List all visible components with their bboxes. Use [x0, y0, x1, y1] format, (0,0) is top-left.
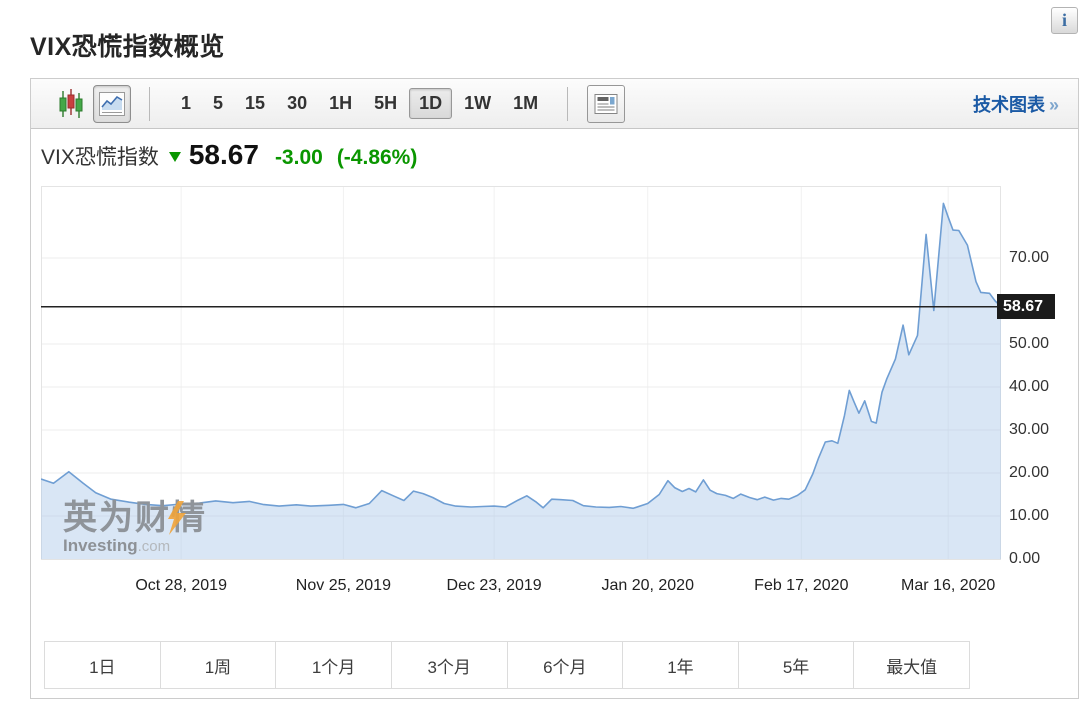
- last-price: 58.67: [188, 139, 259, 170]
- info-button[interactable]: i: [1051, 7, 1078, 34]
- y-axis-label: 50.00: [1009, 335, 1050, 352]
- technical-chart-link[interactable]: 技术图表»: [973, 91, 1059, 117]
- y-axis-label: 10.00: [1009, 507, 1050, 524]
- chevron-right-icon: »: [1048, 94, 1059, 115]
- y-axis-label: 70.00: [1009, 249, 1050, 266]
- x-axis-label: Mar 16, 2020: [901, 577, 996, 594]
- period-button-8[interactable]: 最大值: [886, 657, 938, 677]
- y-axis-label: 0.00: [1009, 550, 1041, 567]
- interval-group: 1 5 15 30 1H 5H 1D 1W 1M: [170, 88, 549, 119]
- y-axis-label: 30.00: [1009, 421, 1050, 438]
- x-axis-label: Oct 28, 2019: [135, 577, 227, 594]
- y-axis-label: 40.00: [1009, 378, 1050, 395]
- period-button-1[interactable]: 1日: [45, 642, 161, 688]
- x-axis-label: Nov 25, 2019: [295, 577, 391, 594]
- period-button-4[interactable]: 3个月: [392, 642, 508, 688]
- technical-chart-label: 技术图表: [972, 94, 1045, 115]
- quote-header: VIX恐慌指数 58.67 -3.00 (-4.86%): [41, 139, 417, 171]
- x-axis-label: Jan 20, 2020: [601, 577, 694, 594]
- price-change-percent: (-4.86%): [336, 146, 418, 169]
- interval-1w[interactable]: 1W: [464, 93, 492, 113]
- period-button-2[interactable]: 1周: [161, 642, 277, 688]
- info-icon: i: [1061, 10, 1067, 30]
- y-axis-label: 20.00: [1009, 464, 1050, 481]
- price-chart[interactable]: [41, 186, 1001, 561]
- candlestick-icon: [59, 88, 83, 118]
- interval-5[interactable]: 5: [213, 93, 224, 113]
- interval-30[interactable]: 30: [287, 93, 308, 113]
- period-button-6[interactable]: 1年: [623, 642, 739, 688]
- candlestick-chart-button[interactable]: [58, 88, 84, 119]
- line-chart-button[interactable]: [93, 84, 131, 123]
- x-axis-label: Dec 23, 2019: [446, 577, 542, 594]
- interval-1m[interactable]: 1M: [513, 93, 539, 113]
- interval-1d[interactable]: 1D: [409, 88, 453, 119]
- news-view-button[interactable]: [587, 84, 626, 123]
- interval-1h[interactable]: 1H: [329, 93, 353, 113]
- news-icon: [594, 93, 618, 114]
- instrument-name: VIX恐慌指数: [41, 146, 159, 169]
- price-change: -3.00: [274, 146, 323, 169]
- page-title: VIX恐慌指数概览: [30, 32, 225, 61]
- period-button-7[interactable]: 5年: [739, 642, 855, 688]
- period-button-3[interactable]: 1个月: [276, 642, 392, 688]
- arrow-down-icon: [168, 152, 181, 162]
- period-button-5[interactable]: 6个月: [508, 642, 624, 688]
- interval-15[interactable]: 15: [245, 93, 266, 113]
- line-chart-icon: [99, 91, 125, 116]
- last-price-tag: 58.67: [997, 294, 1055, 320]
- chart-toolbar: 1 5 15 30 1H 5H 1D 1W 1M 技术图表»: [31, 79, 1078, 129]
- chart-widget: 1 5 15 30 1H 5H 1D 1W 1M 技术图表» VIX恐慌指数 58.67 -3.…: [30, 78, 1079, 699]
- toolbar-divider: [567, 86, 569, 121]
- interval-5h[interactable]: 5H: [374, 93, 398, 113]
- x-axis-label: Feb 17, 2020: [754, 577, 849, 594]
- period-button-bar: 1日 1周 1个月 3个月 6个月 1年 5年 最大值: [44, 641, 970, 689]
- interval-1[interactable]: 1: [181, 93, 192, 113]
- toolbar-divider: [149, 86, 150, 121]
